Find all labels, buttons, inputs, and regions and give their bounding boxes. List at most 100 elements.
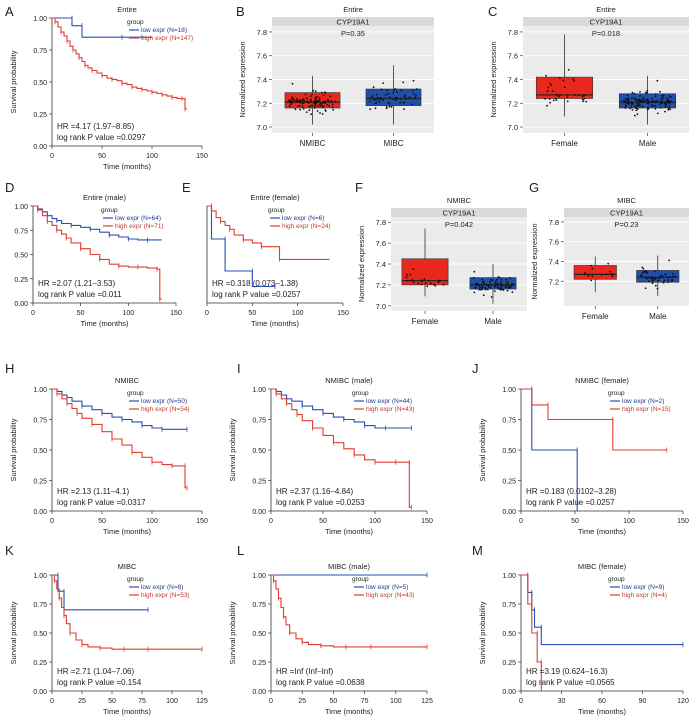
sample-point bbox=[375, 102, 378, 105]
sample-point bbox=[385, 106, 388, 108]
sample-point bbox=[321, 113, 324, 115]
sample-point bbox=[626, 102, 629, 104]
sample-point bbox=[490, 296, 493, 298]
sample-point bbox=[583, 94, 586, 97]
sample-point bbox=[661, 94, 664, 97]
y-tick-label: 7.4 bbox=[257, 76, 267, 85]
sample-point bbox=[324, 92, 327, 94]
y-tick-label: 1.00 bbox=[252, 573, 266, 580]
x-tick-label: 150 bbox=[196, 153, 208, 160]
sample-point bbox=[668, 259, 670, 262]
sample-point bbox=[669, 276, 671, 278]
x-tick-label: 75 bbox=[361, 698, 369, 705]
y-tick-label: 0.00 bbox=[252, 689, 266, 696]
sample-point bbox=[555, 99, 558, 101]
sample-point bbox=[387, 92, 390, 95]
sample-point bbox=[298, 104, 301, 107]
sample-point bbox=[555, 93, 558, 96]
y-tick-label: 0.75 bbox=[33, 48, 47, 55]
y-tick-label: 0.00 bbox=[33, 509, 47, 516]
sample-point bbox=[377, 97, 379, 100]
km-curve-low bbox=[52, 17, 152, 38]
sample-point bbox=[385, 107, 388, 110]
sample-point bbox=[644, 276, 647, 279]
sample-point bbox=[486, 288, 489, 291]
sample-point bbox=[581, 98, 584, 101]
sample-point bbox=[489, 278, 492, 281]
sample-point bbox=[388, 105, 391, 108]
sample-point bbox=[409, 273, 412, 276]
sample-point bbox=[566, 100, 569, 103]
sample-point bbox=[310, 99, 312, 101]
sample-point bbox=[369, 108, 372, 110]
sample-point bbox=[663, 279, 666, 282]
legend-entry: low expr (N=8) bbox=[141, 584, 183, 591]
sample-point bbox=[421, 280, 423, 283]
sample-point bbox=[628, 102, 630, 105]
legend-entry: low expr (N=64) bbox=[115, 215, 161, 222]
sample-point bbox=[487, 285, 490, 288]
sample-point bbox=[660, 101, 662, 104]
sample-point bbox=[667, 107, 670, 110]
sample-point bbox=[406, 279, 409, 282]
log-rank-p-value: log rank P value =0.0257 bbox=[212, 290, 301, 299]
y-tick-label: 7.8 bbox=[508, 28, 518, 37]
sample-point bbox=[644, 271, 646, 274]
sample-point bbox=[375, 99, 377, 101]
sample-point bbox=[482, 294, 485, 297]
x-tick-label: MIBC bbox=[384, 139, 404, 148]
sample-point bbox=[303, 101, 306, 103]
sample-point bbox=[582, 100, 585, 103]
sample-point bbox=[392, 91, 395, 94]
y-tick-label: 0.00 bbox=[252, 509, 266, 516]
y-tick-label: 0.50 bbox=[33, 631, 47, 638]
x-tick-label: 0 bbox=[50, 518, 54, 525]
legend-entry: low expr (N=5) bbox=[366, 584, 408, 591]
sample-point bbox=[559, 94, 562, 96]
km-panel-H: NMIBC 0.00 0.25 0.50 0.75 1.00 0 50 100 150 Time (… bbox=[9, 376, 208, 536]
facet-strip bbox=[391, 208, 527, 217]
x-tick-label: 0 bbox=[50, 153, 54, 160]
y-tick-label: 0.00 bbox=[502, 509, 516, 516]
legend-entry: high expr (N=24) bbox=[282, 223, 331, 230]
facet-label: CYP19A1 bbox=[610, 209, 643, 218]
sample-point bbox=[646, 271, 649, 274]
box-panel-F: NMIBC CYP19A1 7.0 7.2 7.4 7.6 7.8 P=0.042 Normal… bbox=[357, 196, 527, 326]
sample-point bbox=[635, 107, 638, 110]
sample-point bbox=[644, 100, 647, 103]
sample-point bbox=[636, 105, 639, 107]
panel-letter-G: G bbox=[529, 180, 539, 195]
sample-point bbox=[624, 107, 627, 109]
sample-point bbox=[499, 286, 502, 289]
sample-point bbox=[369, 100, 371, 103]
sample-point bbox=[412, 79, 415, 82]
sample-point bbox=[484, 288, 487, 291]
p-value-label: P=0.23 bbox=[615, 220, 639, 229]
y-tick-label: 1.00 bbox=[33, 387, 47, 394]
sample-point bbox=[654, 105, 657, 107]
sample-point bbox=[505, 283, 508, 286]
sample-point bbox=[500, 281, 503, 284]
sample-point bbox=[424, 282, 427, 285]
y-axis-label: Normalized expression bbox=[530, 223, 539, 299]
y-tick-label: 7.8 bbox=[376, 218, 386, 227]
sample-point bbox=[639, 91, 641, 93]
sample-point bbox=[654, 107, 657, 110]
sample-point bbox=[290, 101, 292, 104]
sample-point bbox=[572, 78, 575, 80]
km-panel-M: MIBC (female) 0.00 0.25 0.50 0.75 1.00 0 30 60 90… bbox=[478, 562, 689, 716]
sample-point bbox=[500, 279, 503, 281]
sample-point bbox=[654, 93, 657, 96]
legend-title: group bbox=[352, 390, 369, 397]
sample-point bbox=[609, 270, 611, 273]
sample-point bbox=[554, 97, 557, 100]
panel-title: NMIBC bbox=[447, 196, 472, 205]
sample-point bbox=[656, 100, 659, 102]
sample-point bbox=[654, 284, 657, 287]
y-tick-label: 7.2 bbox=[549, 277, 559, 286]
x-axis-label: Time (months) bbox=[103, 527, 152, 536]
sample-point bbox=[399, 101, 401, 104]
sample-point bbox=[633, 92, 636, 95]
x-tick-label: 100 bbox=[292, 310, 304, 317]
sample-point bbox=[291, 98, 293, 100]
